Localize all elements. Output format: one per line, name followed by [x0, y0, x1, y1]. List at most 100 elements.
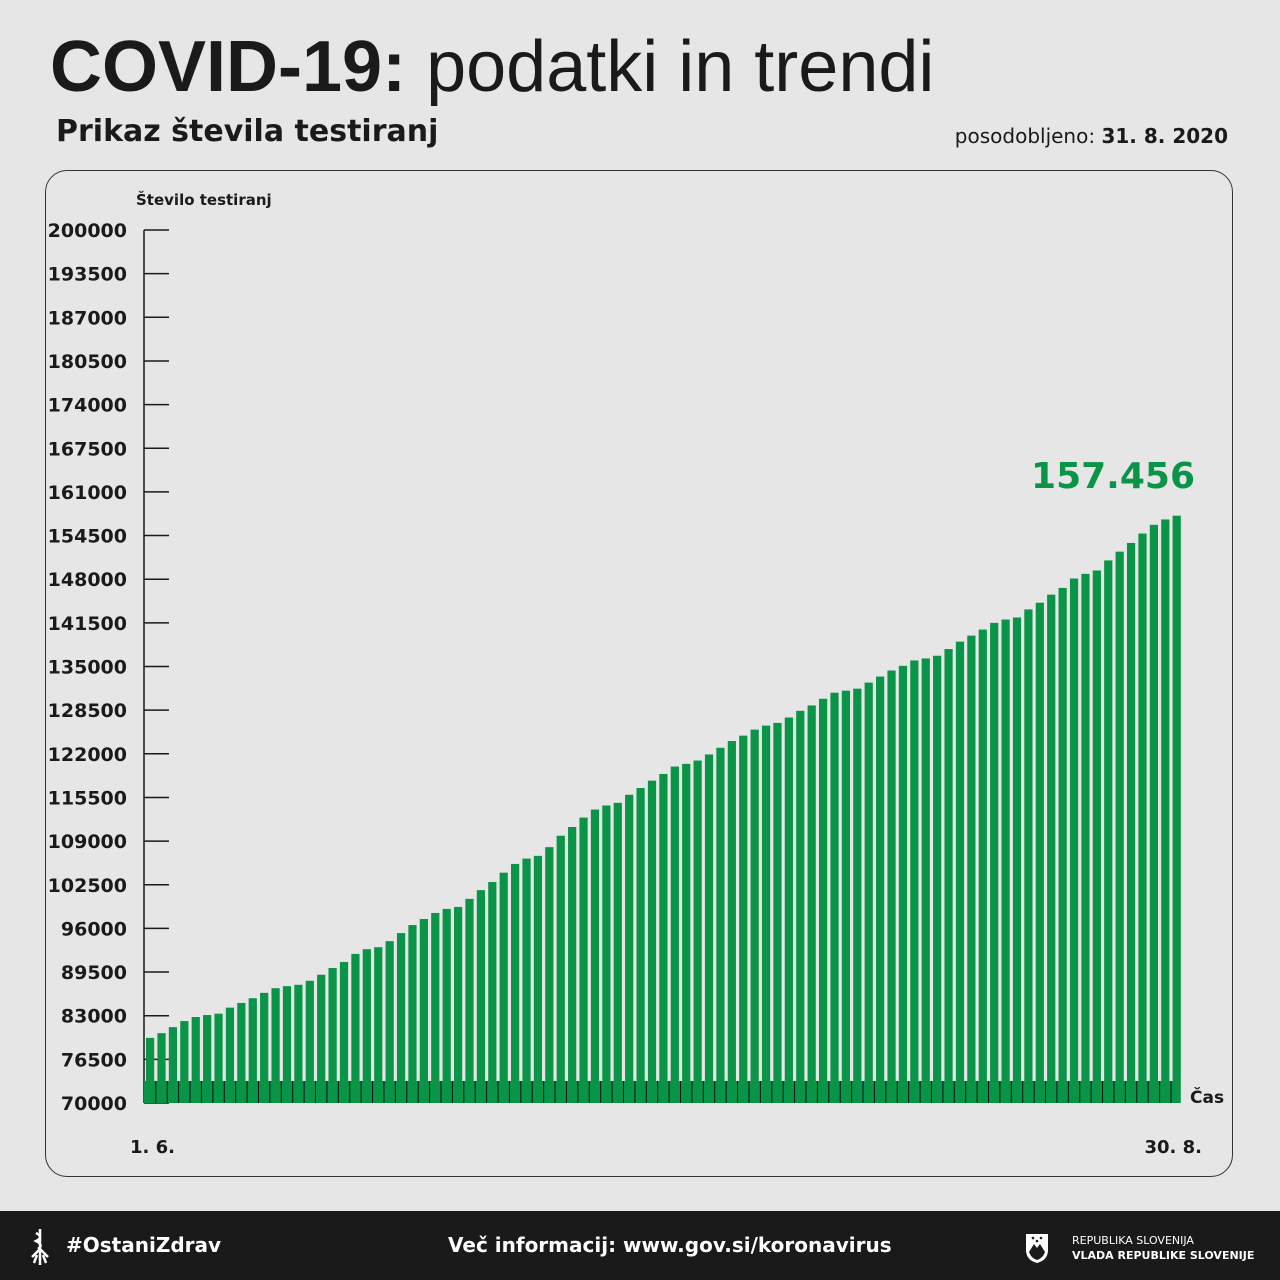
gov-line-1: REPUBLIKA SLOVENIJA — [1072, 1234, 1194, 1247]
bar — [750, 729, 759, 1103]
bar — [328, 968, 337, 1103]
y-tick-label: 76500 — [61, 1049, 127, 1071]
government-logo-text: REPUBLIKA SLOVENIJA VLADA REPUBLIKE SLOV… — [1072, 1233, 1254, 1263]
bar — [693, 760, 702, 1103]
bar — [396, 933, 406, 1103]
bar — [773, 722, 782, 1103]
bar — [807, 705, 816, 1103]
bar — [1081, 573, 1090, 1103]
bar — [511, 863, 520, 1103]
bar — [237, 1002, 246, 1103]
bar — [248, 998, 257, 1103]
bar — [625, 794, 634, 1103]
y-tick-label: 154500 — [48, 526, 127, 548]
bar — [362, 949, 371, 1103]
bar — [659, 773, 668, 1103]
bar — [978, 629, 987, 1103]
bar — [841, 690, 851, 1103]
bar — [271, 988, 280, 1103]
bar — [636, 788, 645, 1103]
bar — [351, 953, 360, 1103]
bar — [1149, 524, 1158, 1103]
bar — [419, 918, 428, 1103]
bar — [385, 941, 394, 1103]
y-tick-label: 141500 — [48, 613, 127, 635]
bar — [522, 858, 531, 1103]
bar — [488, 882, 497, 1103]
bar — [533, 855, 543, 1103]
y-tick-label: 167500 — [48, 438, 127, 460]
y-tick-label: 187000 — [48, 307, 127, 329]
bar — [944, 649, 953, 1103]
bar — [898, 665, 908, 1103]
bar — [282, 986, 292, 1103]
bar — [1104, 560, 1113, 1103]
bar — [739, 735, 748, 1103]
bar — [1172, 515, 1181, 1103]
bar — [876, 676, 885, 1103]
bar — [157, 1033, 166, 1103]
bar — [887, 670, 896, 1103]
bar — [647, 780, 657, 1103]
bar — [294, 984, 303, 1103]
bar — [1047, 594, 1056, 1103]
x-end-label: 30. 8. — [1144, 1137, 1202, 1158]
y-tick-label: 89500 — [61, 962, 127, 984]
y-tick-label: 180500 — [48, 351, 127, 373]
y-tick-label: 161000 — [48, 482, 127, 504]
bar — [260, 992, 269, 1103]
bar — [453, 906, 463, 1103]
y-tick-label: 200000 — [48, 220, 127, 242]
bar — [431, 912, 440, 1103]
bar — [465, 898, 474, 1103]
bar — [727, 741, 736, 1103]
bar — [1024, 609, 1033, 1103]
y-tick-label: 174000 — [48, 395, 127, 417]
y-tick-label: 102500 — [48, 875, 127, 897]
bar — [305, 980, 314, 1103]
y-tick-label: 109000 — [48, 831, 127, 853]
bar — [545, 847, 554, 1103]
bar — [864, 682, 873, 1103]
bar — [716, 747, 725, 1103]
bar — [830, 692, 839, 1103]
bar — [579, 817, 588, 1103]
bar — [214, 1013, 223, 1103]
bar — [955, 641, 965, 1103]
bar — [670, 766, 679, 1103]
y-tick-label: 70000 — [61, 1093, 127, 1115]
bar — [191, 1017, 200, 1103]
bar — [1012, 617, 1022, 1103]
bar — [613, 802, 622, 1103]
y-tick-label: 96000 — [61, 918, 127, 940]
tests-bar-chart: Število testiranj 200000 193500 187000 1805… — [48, 190, 1224, 1158]
bar — [1069, 578, 1079, 1103]
bar — [590, 809, 600, 1103]
title-bold: COVID-19: — [50, 27, 407, 107]
y-tick-label: 135000 — [48, 657, 127, 679]
bar — [602, 805, 611, 1103]
more-info-link[interactable]: Več informacij: www.gov.si/koronavirus — [448, 1233, 892, 1257]
bar — [339, 961, 349, 1103]
bar — [1138, 533, 1147, 1103]
bar — [225, 1007, 235, 1103]
updated-label: posodobljeno: — [954, 124, 1096, 148]
bar — [761, 725, 771, 1103]
bar — [374, 947, 383, 1103]
bar — [921, 658, 930, 1103]
y-tick-label: 148000 — [48, 569, 127, 591]
bar — [180, 1021, 189, 1103]
bar — [933, 655, 942, 1103]
bar — [442, 908, 451, 1103]
y-tick-label: 83000 — [61, 1006, 127, 1028]
bar — [556, 835, 565, 1103]
bar — [910, 660, 919, 1103]
bar — [317, 974, 326, 1103]
y-tick-label: 122000 — [48, 744, 127, 766]
healer-figure-icon — [31, 1229, 49, 1265]
bar — [1115, 551, 1124, 1103]
bar — [796, 710, 805, 1103]
bar — [990, 622, 999, 1103]
bar — [499, 872, 508, 1103]
bar — [784, 717, 793, 1103]
